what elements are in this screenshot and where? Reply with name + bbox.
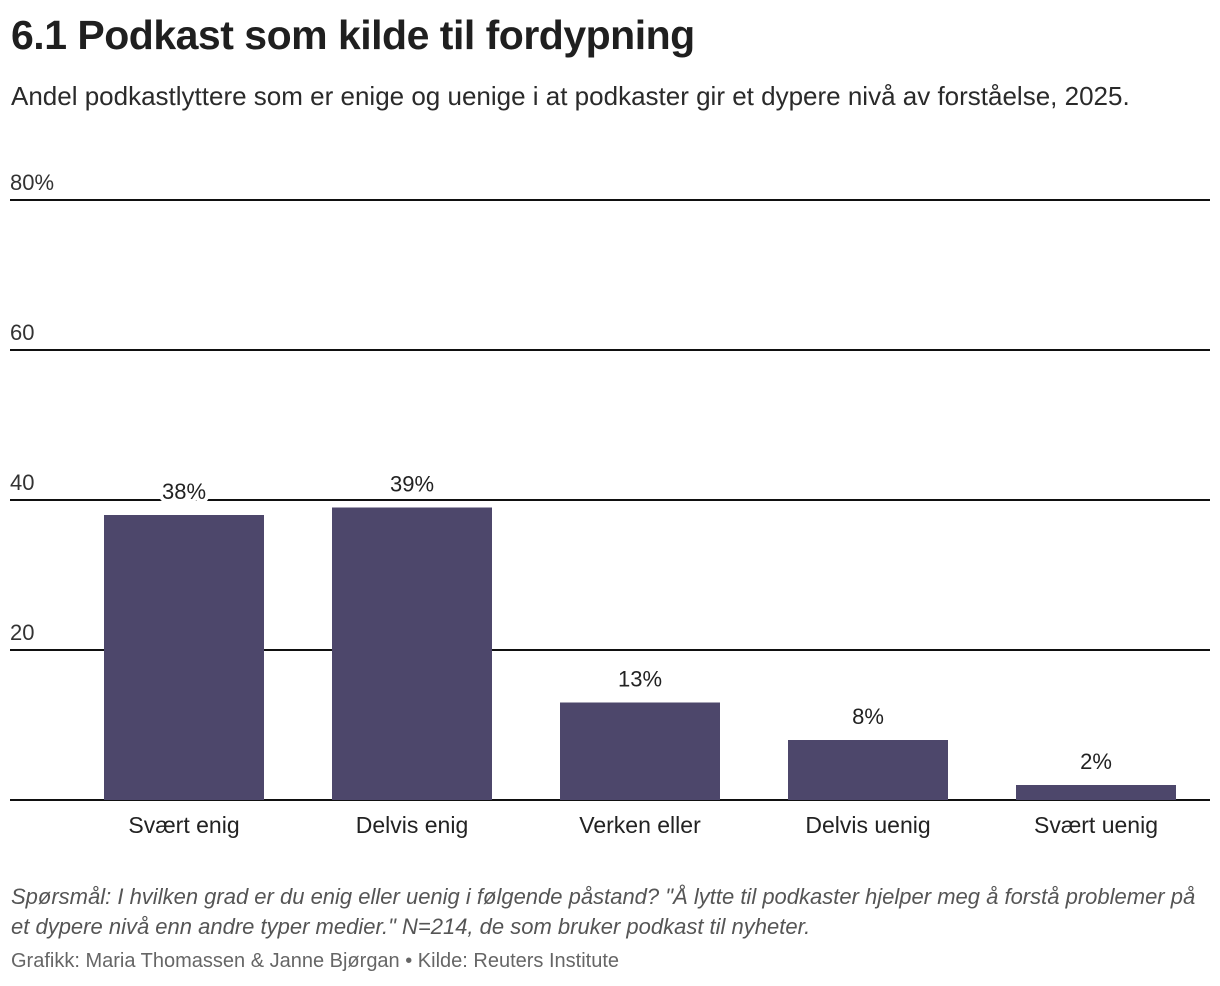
question-note: Spørsmål: I hvilken grad er du enig elle… bbox=[11, 884, 1196, 939]
y-tick-label: 80% bbox=[10, 170, 54, 195]
chart-title: 6.1 Podkast som kilde til fordypning bbox=[11, 12, 695, 58]
bar-chart: 20 40 60 80% 38% Svært enig 39% Delvis enig 13% V… bbox=[10, 170, 1210, 838]
value-label: 8% bbox=[852, 704, 884, 729]
x-category-label: Svært enig bbox=[128, 812, 239, 838]
bar bbox=[104, 515, 264, 800]
chart-subtitle: Andel podkastlyttere som er enige og uen… bbox=[11, 81, 1130, 111]
value-label: 2% bbox=[1080, 749, 1112, 774]
source-credit: Grafikk: Maria Thomassen & Janne Bjørgan… bbox=[11, 950, 620, 972]
y-tick-label: 40 bbox=[10, 470, 34, 495]
bar bbox=[1016, 785, 1176, 800]
x-category-label: Verken eller bbox=[579, 812, 701, 838]
value-label: 39% bbox=[390, 472, 434, 497]
y-tick-label: 60 bbox=[10, 320, 34, 345]
bar bbox=[332, 507, 492, 800]
y-tick-label: 20 bbox=[10, 620, 34, 645]
labels: 20 40 60 80% 38% Svært enig 39% Delvis enig 13% V… bbox=[10, 170, 1158, 838]
value-label: 13% bbox=[618, 667, 662, 692]
bar bbox=[560, 702, 720, 800]
x-category-label: Svært uenig bbox=[1034, 812, 1158, 838]
x-category-label: Delvis uenig bbox=[805, 812, 930, 838]
value-label: 38% bbox=[162, 479, 206, 504]
bar bbox=[788, 740, 948, 800]
x-category-label: Delvis enig bbox=[356, 812, 469, 838]
bars bbox=[104, 507, 1176, 800]
